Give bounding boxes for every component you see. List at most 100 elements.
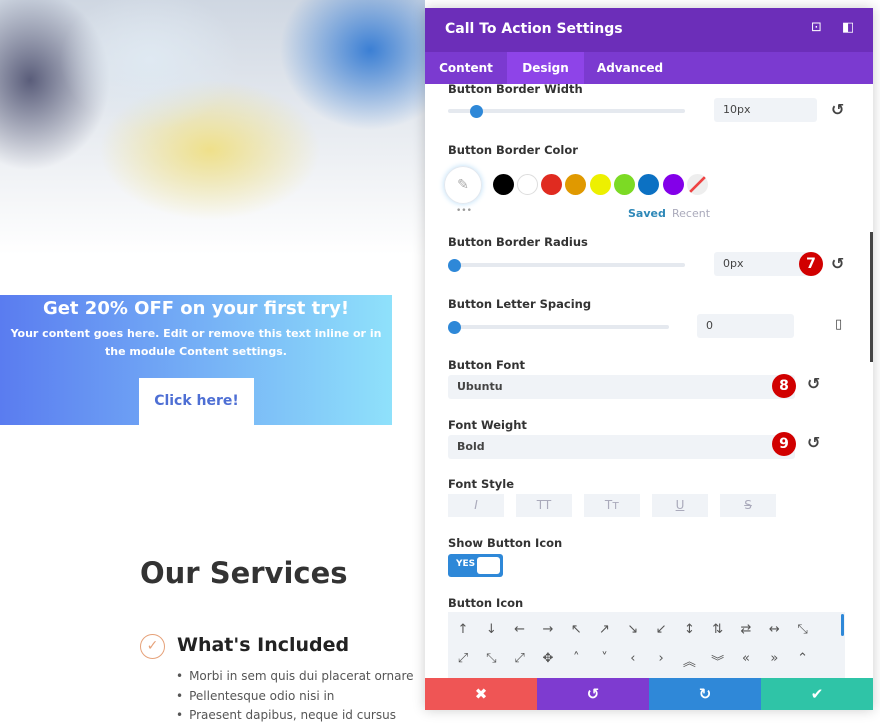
settings-panel: Call To Action Settings ⊡ ◧ Content Desi…	[425, 8, 873, 710]
reset-icon[interactable]: ↺	[831, 100, 845, 119]
button-icon-option[interactable]: ✥	[542, 651, 554, 666]
focus-icon[interactable]: ⊡	[811, 20, 822, 35]
swatch-black[interactable]	[493, 174, 514, 195]
button-icon-option[interactable]: ⇄	[740, 622, 752, 637]
button-font-select[interactable]: Ubuntu	[448, 375, 795, 399]
services-heading: Our Services	[140, 556, 348, 590]
cta-body: Your content goes here. Edit or remove t…	[10, 327, 382, 358]
step-badge: 9	[772, 432, 796, 456]
step-badge: 8	[772, 374, 796, 398]
button-font-label: Button Font	[448, 358, 526, 372]
button-icon-option[interactable]: ↕	[683, 622, 695, 637]
button-icon-option[interactable]: ⤢	[457, 651, 469, 666]
cta-button[interactable]: Click here!	[139, 378, 254, 425]
button-icon-option[interactable]: ‹	[630, 651, 636, 666]
toggle-knob	[477, 557, 500, 574]
button-icon-option[interactable]: »	[770, 651, 779, 666]
tab-advanced[interactable]: Advanced	[596, 61, 664, 75]
swatch-yellow[interactable]	[590, 174, 611, 195]
button-icon-option[interactable]: ↙	[655, 622, 667, 637]
border-color-label: Button Border Color	[448, 143, 578, 157]
swatch-purple[interactable]	[663, 174, 684, 195]
button-icon-option[interactable]: ↑	[457, 622, 469, 637]
slider-handle[interactable]	[448, 321, 461, 334]
swatch-blue[interactable]	[638, 174, 659, 195]
services-list: Morbi in sem quis dui placerat ornare Pe…	[176, 667, 414, 726]
hero-image	[0, 0, 425, 255]
border-width-label: Button Border Width	[448, 82, 583, 96]
letter-spacing-label: Button Letter Spacing	[448, 297, 592, 311]
split-view-icon[interactable]: ◧	[842, 20, 855, 35]
mobile-icon[interactable]: ▯	[835, 317, 843, 332]
button-icon-option[interactable]: ⇅	[712, 622, 724, 637]
button-icon-option[interactable]: ⤡	[797, 622, 808, 637]
list-item: Morbi in sem quis dui placerat ornare	[176, 667, 413, 687]
check-icon: ✓	[140, 634, 165, 659]
letter-spacing-input[interactable]: 0	[697, 314, 794, 338]
toggle-label: YES	[456, 559, 476, 569]
button-icon-option[interactable]: ︾	[711, 655, 725, 670]
icon-picker[interactable]: ↑ ↓ ← → ↖ ↗ ↘ ↙ ↕ ⇅ ⇄ ↔ ⤡ ⤢ ⤡ ⤢ ✥ ˄ ˅ ‹ › ︽ ︾ « » ⌃	[448, 612, 845, 682]
step-badge: 7	[799, 252, 823, 276]
swatch-orange[interactable]	[565, 174, 586, 195]
border-radius-slider[interactable]	[448, 263, 685, 267]
tab-content[interactable]: Content	[439, 61, 493, 75]
slider-handle[interactable]	[470, 105, 483, 118]
swatch-transparent[interactable]	[687, 174, 708, 195]
button-icon-option[interactable]: ⤡	[486, 651, 497, 666]
cancel-button[interactable]: ✖	[425, 678, 537, 710]
button-icon-option[interactable]: ︽	[682, 655, 696, 670]
reset-icon[interactable]: ↺	[807, 374, 821, 393]
underline-button[interactable]: U	[652, 494, 708, 517]
button-icon-option[interactable]: ˄	[572, 651, 580, 666]
panel-title: Call To Action Settings	[445, 21, 623, 37]
capitalize-button[interactable]: Tт	[584, 494, 640, 517]
button-icon-option[interactable]: ↓	[485, 622, 497, 637]
button-icon-option[interactable]: «	[742, 651, 750, 666]
swatch-red[interactable]	[541, 174, 562, 195]
recent-tab[interactable]: Recent	[672, 207, 711, 220]
border-radius-label: Button Border Radius	[448, 235, 588, 249]
uppercase-button[interactable]: TT	[516, 494, 572, 517]
panel-scrollbar[interactable]	[870, 232, 873, 362]
button-icon-option[interactable]: →	[542, 622, 554, 637]
letter-spacing-slider[interactable]	[448, 325, 669, 329]
button-icon-option[interactable]: ⌃	[797, 651, 809, 666]
included-heading: What's Included	[177, 634, 350, 656]
panel-header: Call To Action Settings ⊡ ◧	[425, 8, 873, 52]
reset-icon[interactable]: ↺	[807, 433, 821, 452]
list-item: Pellentesque odio nisi in	[176, 687, 414, 707]
show-icon-toggle[interactable]: YES	[448, 554, 503, 577]
button-icon-option[interactable]: ↘	[627, 622, 639, 637]
swatch-green[interactable]	[614, 174, 635, 195]
button-icon-option[interactable]: ⤢	[514, 651, 525, 666]
saved-tab[interactable]: Saved	[628, 207, 666, 220]
swatch-white[interactable]	[517, 174, 538, 195]
font-weight-label: Font Weight	[448, 418, 527, 432]
border-width-slider[interactable]	[448, 109, 685, 113]
more-colors-button[interactable]: •••	[456, 206, 472, 216]
button-icon-option[interactable]: ›	[658, 651, 664, 666]
tab-design[interactable]: Design	[507, 52, 584, 84]
save-button[interactable]: ✔	[761, 678, 873, 710]
font-style-label: Font Style	[448, 477, 514, 491]
font-weight-select[interactable]: Bold	[448, 435, 795, 459]
reset-icon[interactable]: ↺	[831, 254, 845, 273]
strikethrough-button[interactable]: S	[720, 494, 776, 517]
icon-picker-scrollbar[interactable]	[841, 614, 844, 636]
call-to-action: Get 20% OFF on your first try! Your cont…	[0, 295, 392, 425]
button-icon-option[interactable]: ˅	[601, 651, 608, 666]
button-icon-option[interactable]: ↗	[599, 622, 610, 637]
cta-title: Get 20% OFF on your first try!	[42, 298, 350, 319]
undo-button[interactable]: ↺	[537, 678, 649, 710]
eyedropper-icon[interactable]: ✎	[444, 166, 482, 204]
tab-bar: Content Design Advanced	[425, 52, 873, 84]
italic-button[interactable]: I	[448, 494, 504, 517]
redo-button[interactable]: ↻	[649, 678, 761, 710]
border-width-input[interactable]: 10px	[714, 98, 817, 122]
button-icon-label: Button Icon	[448, 596, 524, 610]
button-icon-option[interactable]: ←	[514, 622, 526, 637]
button-icon-option[interactable]: ↔	[768, 622, 780, 637]
button-icon-option[interactable]: ↖	[570, 622, 582, 637]
slider-handle[interactable]	[448, 259, 461, 272]
